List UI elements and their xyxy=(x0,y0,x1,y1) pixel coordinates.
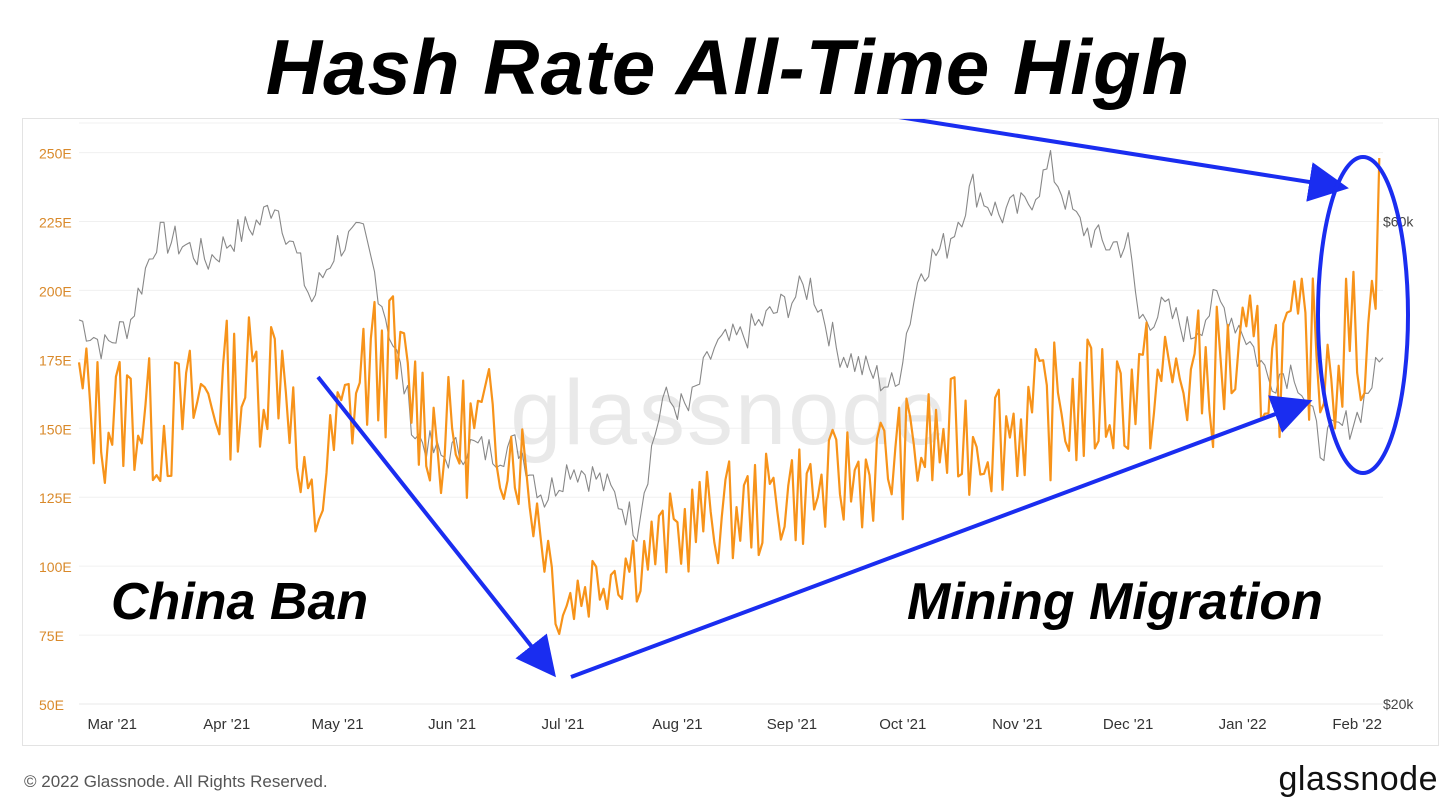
arrow-mining-migration xyxy=(570,395,1313,679)
y-left-tick-label: 250E xyxy=(39,146,72,162)
arrow-china-ban xyxy=(316,375,556,678)
y-left-tick-label: 100E xyxy=(39,559,72,575)
x-tick-label: Apr '21 xyxy=(203,716,250,733)
y-left-tick-label: 150E xyxy=(39,421,72,437)
x-tick-label: Jul '21 xyxy=(541,716,584,733)
x-tick-label: Oct '21 xyxy=(879,716,926,733)
x-tick-label: May '21 xyxy=(312,716,364,733)
hash-rate-chart: glassnode 50E 75E 100E 125E 150E 175E 200E 225E… xyxy=(39,119,1414,733)
hash-rate-line xyxy=(77,158,1381,636)
y-left-tick-label: 200E xyxy=(39,283,72,299)
headline-title: Hash Rate All-Time High xyxy=(265,23,1191,111)
grid-lines xyxy=(79,122,1383,705)
arrow-to-ath xyxy=(898,119,1349,202)
chart-frame: glassnode 50E 75E 100E 125E 150E 175E 200E 225E… xyxy=(22,118,1439,746)
x-tick-label: Nov '21 xyxy=(992,716,1042,733)
glassnode-watermark: glassnode xyxy=(510,362,947,464)
y-left-tick-label: 50E xyxy=(39,697,64,713)
x-tick-label: Feb '22 xyxy=(1332,716,1382,733)
y-left-tick-label: 225E xyxy=(39,215,72,231)
annotation-layer: China Ban Mining Migration xyxy=(111,119,1410,679)
series-layer xyxy=(77,149,1384,636)
price-line xyxy=(78,149,1384,542)
mining-migration-label: Mining Migration xyxy=(907,573,1323,631)
ath-highlight-ellipse xyxy=(1316,155,1410,475)
y-left-tick-label: 125E xyxy=(39,490,72,506)
x-tick-label: Jun '21 xyxy=(428,716,476,733)
x-tick-label: Dec '21 xyxy=(1103,716,1153,733)
glassnode-logo: glassnode xyxy=(1278,760,1438,798)
y-axis-right-ticks: $20k$60k xyxy=(1383,214,1414,713)
x-axis-ticks: Mar '21 Apr '21 May '21 Jun '21 Jul '21 Aug '… xyxy=(87,716,1381,733)
copyright-text: © 2022 Glassnode. All Rights Reserved. xyxy=(24,772,328,791)
y-left-tick-label: 175E xyxy=(39,352,72,368)
x-tick-label: Sep '21 xyxy=(767,716,817,733)
y-right-tick-label: $20k xyxy=(1383,696,1414,712)
y-left-tick-label: 75E xyxy=(39,628,64,644)
x-tick-label: Mar '21 xyxy=(87,716,137,733)
x-tick-label: Jan '22 xyxy=(1219,716,1267,733)
y-axis-left-ticks: 50E 75E 100E 125E 150E 175E 200E 225E 250E xyxy=(39,146,72,713)
x-tick-label: Aug '21 xyxy=(652,716,702,733)
china-ban-label: China Ban xyxy=(111,573,368,631)
